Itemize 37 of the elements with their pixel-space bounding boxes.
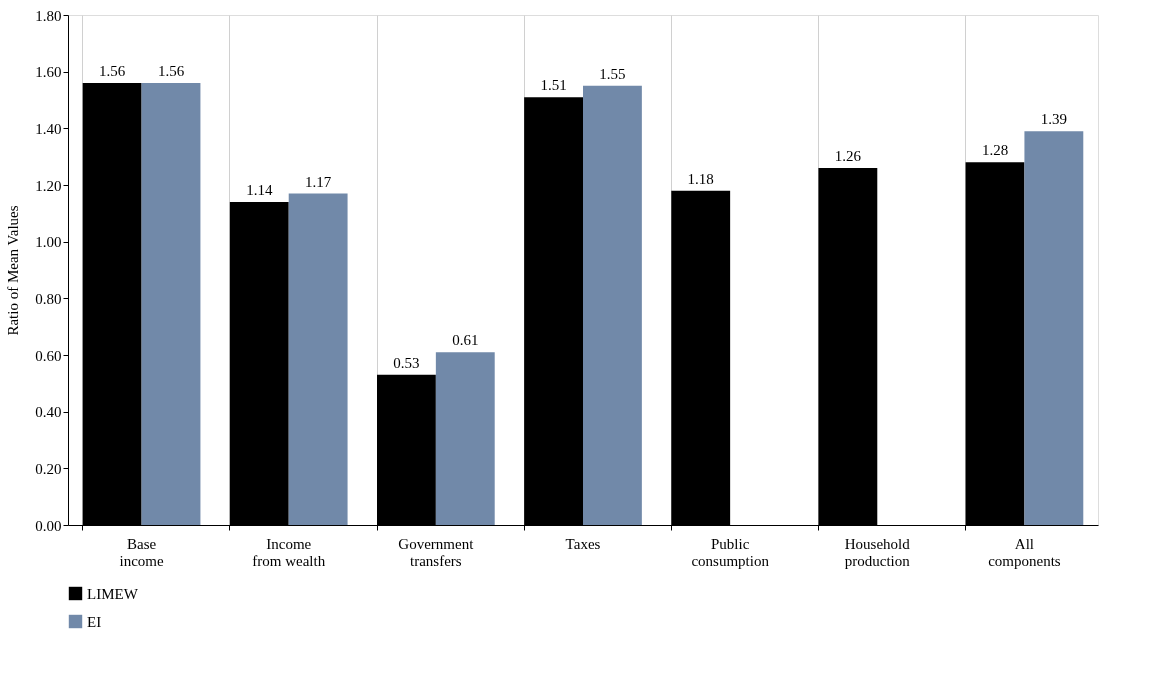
x-tick-label: Taxes [565,535,601,552]
bar [583,85,642,525]
y-tick-label: 0.60 [35,347,62,364]
data-label: 1.17 [305,173,332,190]
legend-label: LIMEW [87,585,139,602]
data-label: 0.53 [393,354,420,371]
data-label: 1.26 [834,148,862,164]
data-label: 0.61 [452,332,479,349]
y-tick-label: 1.60 [35,64,62,81]
y-tick-label: 0.80 [35,290,62,307]
data-label: 1.39 [1040,111,1067,128]
data-label: 1.14 [246,182,273,198]
x-tick-label: Household production [844,535,911,569]
y-tick-label: 0.40 [35,404,62,421]
data-label: 1.51 [540,77,567,94]
data-label: 1.55 [599,65,626,82]
x-tick-label: Base income [119,535,164,569]
x-tick-label: Public consumption [691,535,770,569]
x-tick-label: Government transfers [398,535,475,569]
legend-label: EI [87,613,102,630]
y-tick-label: 1.00 [35,234,62,251]
y-axis-title: Ratio of Mean Values [5,205,22,336]
bar [141,83,201,525]
y-tick-label: 0.20 [35,460,62,477]
data-label: 1.56 [99,63,126,79]
bar [1024,131,1084,525]
y-tick-label: 1.80 [35,7,62,24]
y-tick-label: 1.20 [35,177,62,194]
bar [435,352,495,525]
bar [288,193,348,525]
y-tick-label: 0.00 [35,517,62,534]
y-tick-label: 1.40 [35,120,62,137]
x-tick-label: Income from wealth [252,535,326,569]
data-label: 1.56 [157,63,185,79]
x-tick-label: All components [988,535,1061,569]
data-label: 1.18 [687,170,714,187]
data-label: 1.28 [981,142,1009,159]
